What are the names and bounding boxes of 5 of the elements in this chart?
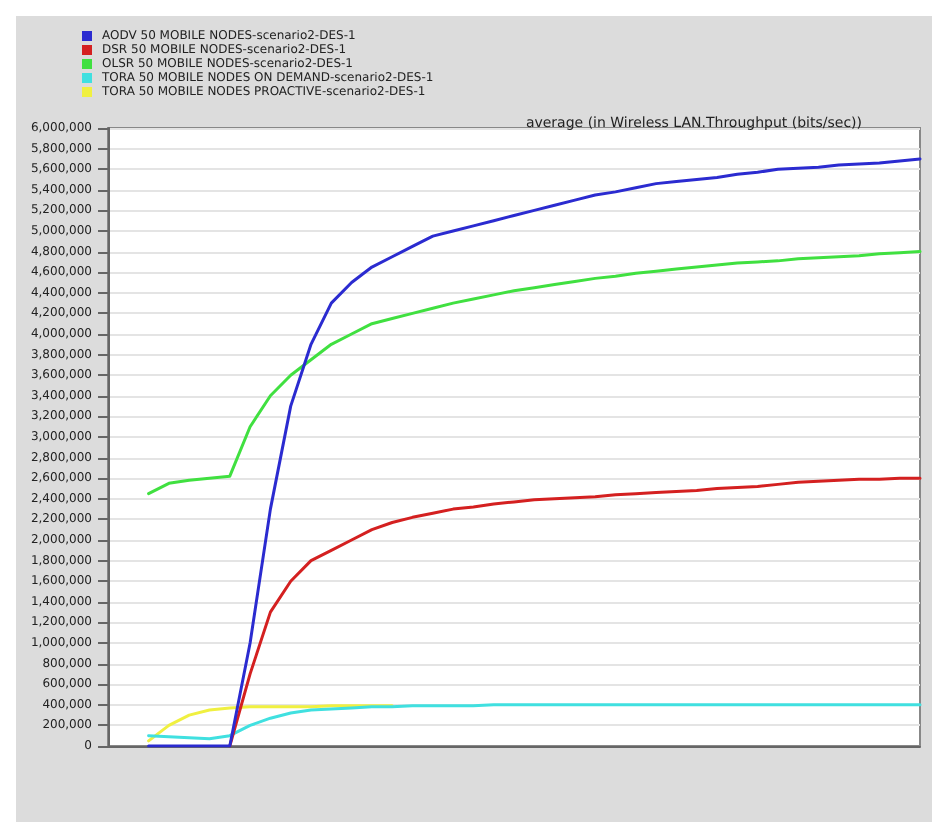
line-series [147,250,922,496]
line-series [147,703,922,741]
line-series [147,157,922,748]
line-series [228,476,922,748]
line-series [147,704,394,743]
